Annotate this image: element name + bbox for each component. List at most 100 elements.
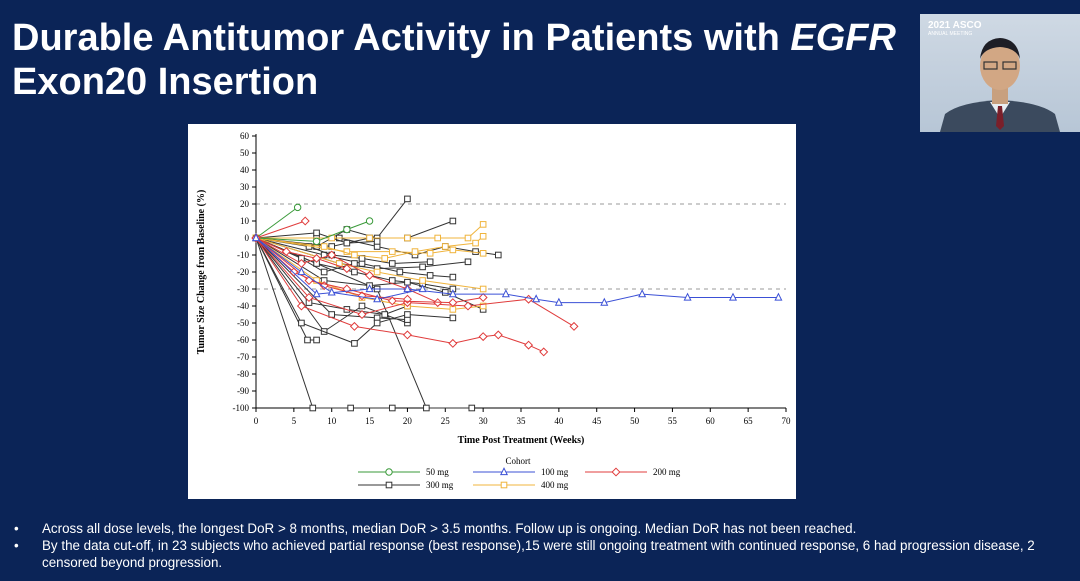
x-tick-label: 70 [782,416,792,426]
data-point-300mg [423,404,430,412]
data-point-300mg [472,248,479,255]
data-point-200mg [312,253,322,263]
x-tick-label: 10 [327,416,337,426]
data-point-100mg [418,284,427,293]
y-tick-label: 40 [240,165,250,175]
x-tick-label: 5 [292,416,297,426]
data-point-400mg [373,268,381,276]
legend-label-400mg: 400 mg [541,480,569,490]
data-point-300mg [426,272,434,279]
data-point-200mg [463,301,473,311]
data-point-300mg [351,268,358,276]
data-point-300mg [449,314,457,322]
bullet-marker: • [14,538,19,553]
data-point-300mg [419,263,426,271]
data-point-300mg [441,289,449,296]
x-tick-label: 35 [517,416,527,426]
data-point-400mg [411,248,419,255]
data-point-200mg [539,347,549,357]
data-point-400mg [479,285,487,293]
legend-marker-400mg [500,481,508,489]
data-point-300mg [313,336,320,344]
data-point-400mg [381,255,389,262]
y-tick-label: -10 [237,250,249,260]
data-point-200mg [524,340,534,350]
spider-plot: 6050403020100-10-20-30-40-50-60-70-80-90… [196,131,792,490]
legend-marker-300mg [385,481,393,489]
y-tick-label: 30 [240,182,250,192]
y-tick-label: -70 [237,352,249,362]
data-point-300mg [404,311,411,318]
data-point-300mg [373,319,381,327]
x-tick-label: 55 [668,416,678,426]
data-point-100mg [251,233,261,242]
title-text: Durable Antitumor Activity in Patients w… [12,17,791,59]
data-point-100mg [532,294,541,303]
data-point-200mg [478,292,488,303]
legend-marker-100mg [499,467,509,476]
bullet-item: • By the data cut-off, in 23 subjects wh… [14,537,1064,571]
legend-label-100mg: 100 mg [541,467,569,477]
data-point-300mg [449,273,457,281]
title-line-1: Durable Antitumor Activity in Patients w… [12,16,972,60]
data-point-200mg [349,321,359,331]
data-point-100mg [554,297,563,306]
legend-title: Cohort [505,456,531,466]
data-point-100mg [638,289,647,298]
data-point-400mg [388,248,396,255]
data-point-200mg [448,338,458,348]
data-point-400mg [464,234,472,242]
data-point-300mg [388,404,396,412]
y-tick-label: 0 [245,233,250,243]
data-point-300mg [313,229,320,237]
data-point-400mg [449,306,457,313]
data-point-300mg [464,258,472,266]
y-tick-label: 10 [240,216,250,226]
y-tick-label: -50 [237,318,249,328]
data-point-400mg [419,277,426,284]
y-axis-label: Tumor Size Change from Baseline (%) [196,190,207,355]
data-point-200mg [402,294,412,304]
data-point-100mg [448,289,457,298]
data-point-100mg [728,292,738,301]
y-tick-label: -100 [233,403,250,413]
data-point-100mg [501,289,510,298]
chart-panel: 60 50 40 30 20 10 0 -10 -20 -30 -40 -50 -60 -70 -80 -90… [188,124,796,499]
x-tick-label: 45 [592,416,602,426]
y-tick-label: -60 [237,335,249,345]
legend-label-300mg: 300 mg [426,480,454,490]
data-point-300mg [373,238,381,245]
data-point-200mg [402,330,412,340]
data-point-300mg [320,268,328,276]
series-line-300mg [255,237,453,278]
data-point-300mg [309,404,317,412]
data-point-300mg [388,260,396,267]
data-point-300mg [449,217,457,225]
data-point-400mg [320,243,328,250]
data-point-200mg [357,309,367,320]
data-point-200mg [387,296,397,306]
title-gene-name: EGFR [790,17,896,59]
data-point-300mg [351,340,358,347]
data-point-200mg [281,247,291,257]
y-tick-label: -30 [237,284,249,294]
y-tick-label: -20 [237,267,249,277]
data-point-200mg [304,292,314,303]
data-point-300mg [426,258,434,266]
asco-logo-subtext: ANNUAL MEETING [928,31,973,37]
x-tick-label: 15 [365,416,375,426]
data-point-100mg [600,297,609,306]
data-point-200mg [569,321,579,331]
legend-marker-200mg [611,467,621,477]
bullet-item: • Across all dose levels, the longest Do… [14,520,1064,537]
data-point-100mg [365,284,374,293]
legend-label-200mg: 200 mg [653,467,681,477]
data-point-400mg [351,251,358,259]
y-tick-label: -40 [237,301,249,311]
title-line-2: Exon20 Insertion [12,61,319,103]
bullet-text: Across all dose levels, the longest DoR … [42,521,857,536]
data-point-200mg [478,332,488,342]
bullet-marker: • [14,521,19,536]
data-point-400mg [479,250,487,257]
data-point-300mg [358,302,366,310]
